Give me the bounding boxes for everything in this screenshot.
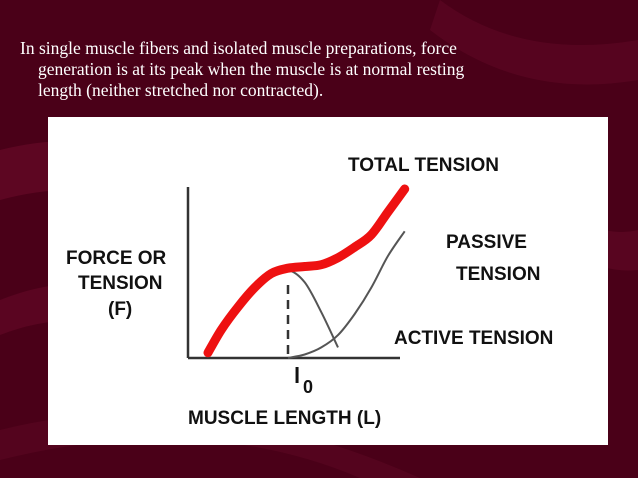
length-tension-chart: FORCE OR TENSION (F) l 0 MUSCLE LENGTH (…: [66, 155, 553, 429]
x-axis-label: MUSCLE LENGTH (L): [188, 408, 381, 429]
ylabel-line-1: FORCE OR: [66, 248, 167, 269]
x-marker-subscript: 0: [303, 377, 313, 397]
caption-line-1: In single muscle fibers and isolated mus…: [20, 38, 457, 58]
ylabel-line-3: (F): [108, 299, 132, 320]
total-tension-label: TOTAL TENSION: [348, 155, 499, 176]
passive-tension-label-line-1: PASSIVE: [446, 232, 527, 253]
ylabel-line-2: TENSION: [78, 273, 162, 294]
passive-tension-curve: [287, 230, 406, 359]
chart-axes: [186, 187, 400, 360]
caption-line-2: generation is at its peak when the muscl…: [38, 59, 465, 79]
slide-caption: In single muscle fibers and isolated mus…: [20, 38, 620, 101]
passive-tension-label-line-2: TENSION: [456, 264, 540, 285]
x-marker-label: l: [294, 363, 300, 388]
chart-panel: FORCE OR TENSION (F) l 0 MUSCLE LENGTH (…: [48, 117, 608, 445]
total-tension-curve: [203, 184, 410, 358]
active-tension-label: ACTIVE TENSION: [394, 328, 553, 349]
caption-line-3: length (neither stretched nor contracted…: [38, 80, 324, 100]
